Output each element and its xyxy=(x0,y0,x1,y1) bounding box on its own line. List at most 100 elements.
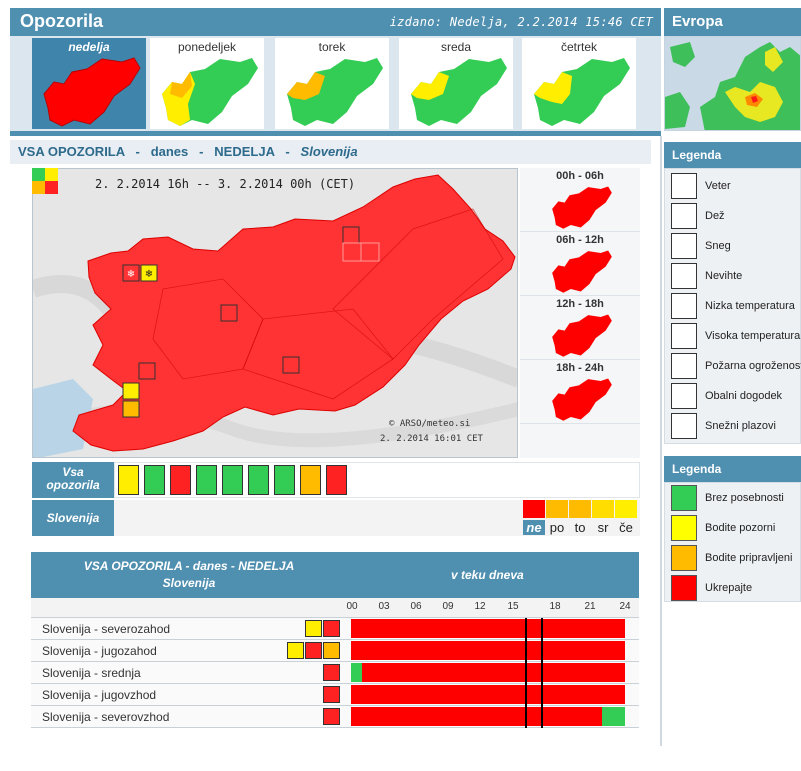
legend-item: Veter xyxy=(671,173,801,199)
coastal-icon xyxy=(671,383,697,409)
warning-type-icons xyxy=(114,462,640,498)
level-swatch xyxy=(671,545,697,571)
period-item[interactable]: 06h - 12h xyxy=(520,232,640,296)
level-swatch xyxy=(671,485,697,511)
legend-item: Ukrepajte xyxy=(671,575,801,601)
snow-icon[interactable] xyxy=(170,465,191,495)
period-item[interactable]: 18h - 24h xyxy=(520,360,640,424)
slovenia-mini-map xyxy=(43,57,141,127)
timeline-bar xyxy=(351,707,625,726)
day-tab-label: torek xyxy=(318,40,346,54)
legend-label: Požarna ogroženost xyxy=(705,360,801,372)
legend-label: Nevihte xyxy=(705,270,743,282)
table-row[interactable]: Slovenija - severovzhod xyxy=(31,706,639,728)
slovenia-mini-map xyxy=(552,314,612,357)
level-day-label: po xyxy=(549,520,565,535)
section-title-part: danes xyxy=(150,144,189,159)
region-name: Slovenija - jugovzhod xyxy=(42,688,157,702)
slovenia-mini-map xyxy=(552,250,612,293)
wind-icon[interactable] xyxy=(118,465,139,495)
low-temperature-icon[interactable] xyxy=(222,465,243,495)
day-tab-sreda[interactable]: sreda xyxy=(399,38,513,129)
region-name: Slovenija - srednja xyxy=(42,666,141,680)
header-separator xyxy=(10,131,661,136)
timeline-table-header: VSA OPOZORILA - danes - NEDELJA Slovenij… xyxy=(31,552,639,598)
timeline-hours: 00 03 06 09 12 15 18 21 24 xyxy=(31,598,639,618)
legend-label: Ukrepajte xyxy=(705,582,753,594)
period-maps: 00h - 06h 06h - 12h 12h - 18h 18h - 24h xyxy=(520,168,640,458)
high-temperature-icon xyxy=(671,323,697,349)
section-title-part: VSA OPOZORILA xyxy=(18,144,125,159)
header-bar: Opozorila izdano: Nedelja, 2.2.2014 15:4… xyxy=(10,8,661,36)
snow-icon: ❄ xyxy=(140,264,158,282)
legend-item: Nevihte xyxy=(671,263,801,289)
legend-warning-types: Veter Dež Sneg Nevihte Nizka temperatura… xyxy=(664,168,801,444)
timeline-subtitle: Slovenija xyxy=(162,576,216,590)
legend-title: Legenda xyxy=(664,142,801,168)
rain-icon[interactable] xyxy=(144,465,165,495)
avalanche-icon xyxy=(323,708,340,725)
timeline-bar xyxy=(351,619,625,638)
svg-text:❄: ❄ xyxy=(145,269,153,280)
period-label: 12h - 18h xyxy=(556,298,604,310)
day-tab-nedelja[interactable]: nedelja xyxy=(32,38,146,129)
legend-title: Legenda xyxy=(664,456,801,482)
current-time-marker xyxy=(541,618,543,728)
thunderstorm-icon xyxy=(671,263,697,289)
period-label: 18h - 24h xyxy=(556,362,604,374)
period-item[interactable]: 00h - 06h xyxy=(520,168,640,232)
slovenia-mini-map xyxy=(534,58,630,126)
avalanche-icon xyxy=(323,664,340,681)
level-day[interactable]: če xyxy=(615,500,637,535)
snow-icon: ❄ xyxy=(122,264,140,282)
period-item[interactable]: 12h - 18h xyxy=(520,296,640,360)
day-tab-torek[interactable]: torek xyxy=(275,38,389,129)
legend-label: Dež xyxy=(705,210,725,222)
slovenia-mini-map xyxy=(552,378,612,421)
all-warnings-label-line: Vsa xyxy=(62,465,84,479)
level-day[interactable]: sr xyxy=(592,500,614,535)
slovenija-row-label: Slovenija xyxy=(32,500,114,536)
level-day[interactable]: ne xyxy=(523,500,545,535)
legend-item: Obalni dogodek xyxy=(671,383,801,409)
level-swatch xyxy=(671,575,697,601)
snow-icon xyxy=(305,620,322,637)
coastal-icon[interactable] xyxy=(300,465,321,495)
table-row[interactable]: Slovenija - srednja xyxy=(31,662,639,684)
svg-text:❄: ❄ xyxy=(127,269,135,280)
snow-icon xyxy=(305,642,322,659)
legend-label: Brez posebnosti xyxy=(705,492,784,504)
map-date-range: 2. 2.2014 16h -- 3. 2.2014 00h (CET) xyxy=(95,177,356,191)
legend-label: Nizka temperatura xyxy=(705,300,795,312)
europe-title: Evropa xyxy=(664,8,801,36)
table-row[interactable]: Slovenija - jugozahod xyxy=(31,640,639,662)
table-row[interactable]: Slovenija - jugovzhod xyxy=(31,684,639,706)
avalanche-icon xyxy=(323,620,340,637)
table-row[interactable]: Slovenija - severozahod xyxy=(31,618,639,640)
main-warning-map[interactable]: ❄ ❄ 2. 2.2014 16h -- 3. 2.2014 00h (CET)… xyxy=(32,168,518,458)
period-label: 00h - 06h xyxy=(556,170,604,182)
thunderstorm-icon[interactable] xyxy=(196,465,217,495)
day-tab-label: četrtek xyxy=(560,40,597,54)
high-temperature-icon[interactable] xyxy=(248,465,269,495)
region-name: Slovenija - severovzhod xyxy=(42,710,170,724)
hour-label: 21 xyxy=(584,601,596,612)
slovenia-mini-map xyxy=(411,58,507,126)
day-tab-ponedeljek[interactable]: ponedeljek xyxy=(150,38,264,129)
wind-icon xyxy=(671,173,697,199)
legend-item: Nizka temperatura xyxy=(671,293,801,319)
all-warnings-label: Vsa opozorila xyxy=(32,462,114,498)
all-warnings-label-line: opozorila xyxy=(46,478,100,492)
section-separator: - xyxy=(285,144,290,159)
avalanche-icon xyxy=(671,413,697,439)
day-tab-cetrtek[interactable]: četrtek xyxy=(522,38,636,129)
avalanche-icon[interactable] xyxy=(326,465,347,495)
level-day[interactable]: to xyxy=(569,500,591,535)
current-time-marker xyxy=(525,618,527,728)
europe-map[interactable] xyxy=(664,36,801,131)
timeline-period-label: v teku dneva xyxy=(451,568,524,582)
level-day[interactable]: po xyxy=(546,500,568,535)
region-name: Slovenija - severozahod xyxy=(42,622,171,636)
slovenia-mini-map xyxy=(287,58,383,126)
fire-icon[interactable] xyxy=(274,465,295,495)
